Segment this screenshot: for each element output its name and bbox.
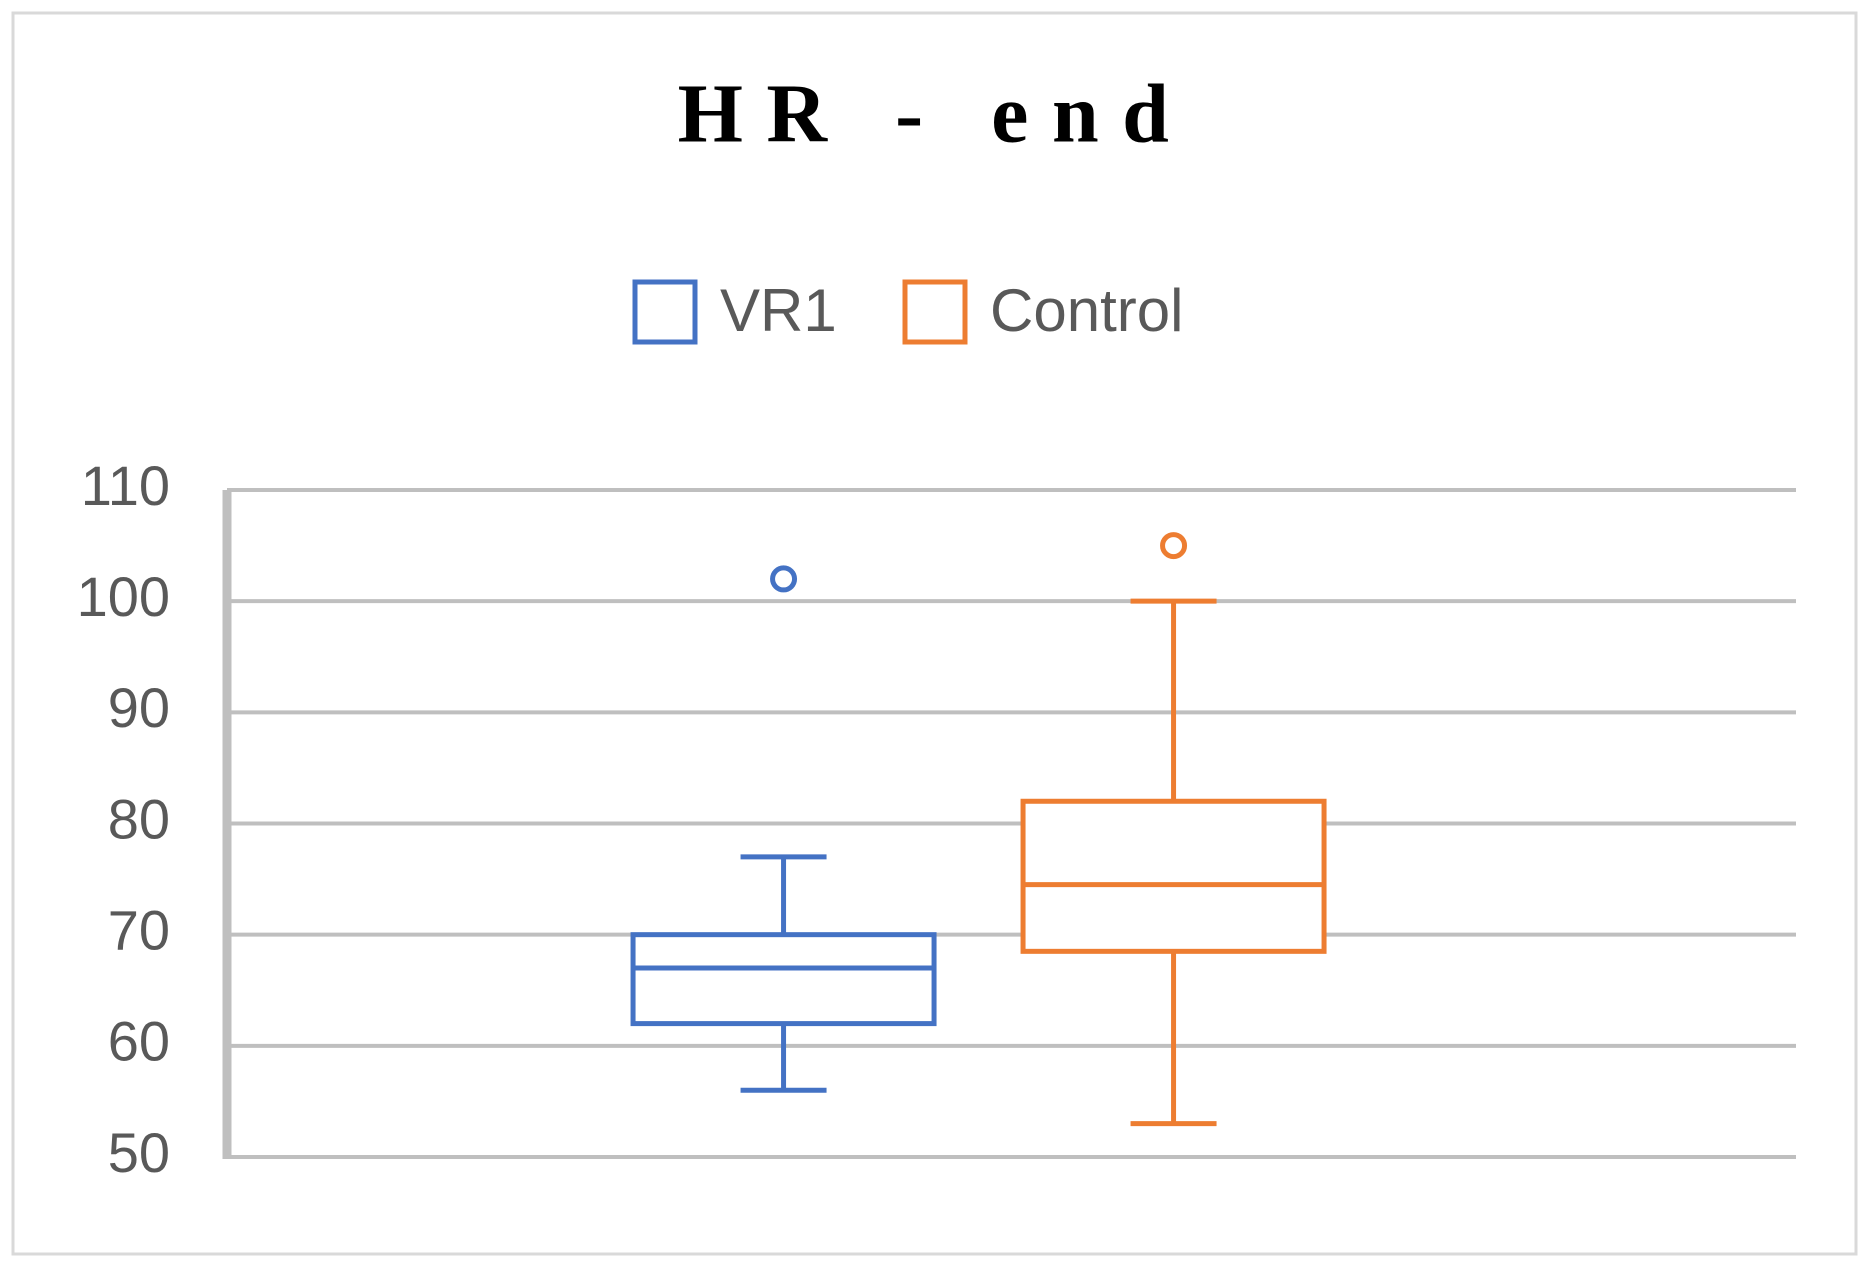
- y-tick-label: 110: [81, 454, 170, 517]
- outlier: [1160, 532, 1188, 560]
- y-tick-label: 70: [108, 898, 170, 961]
- y-tick-label: 80: [108, 787, 170, 850]
- legend-label: Control: [990, 277, 1183, 344]
- box: [630, 932, 937, 1027]
- box: [1020, 798, 1327, 954]
- y-tick-label: 90: [108, 676, 170, 739]
- legend-swatch: [632, 279, 698, 345]
- y-tick-label: 100: [77, 565, 170, 628]
- outlier: [770, 565, 798, 593]
- chart-border: [11, 11, 1858, 1256]
- legend-label: VR1: [720, 277, 837, 344]
- y-tick-label: 50: [108, 1121, 170, 1184]
- y-tick-label: 60: [108, 1010, 170, 1073]
- chart-title: HR - end: [678, 67, 1193, 160]
- legend-swatch: [902, 279, 968, 345]
